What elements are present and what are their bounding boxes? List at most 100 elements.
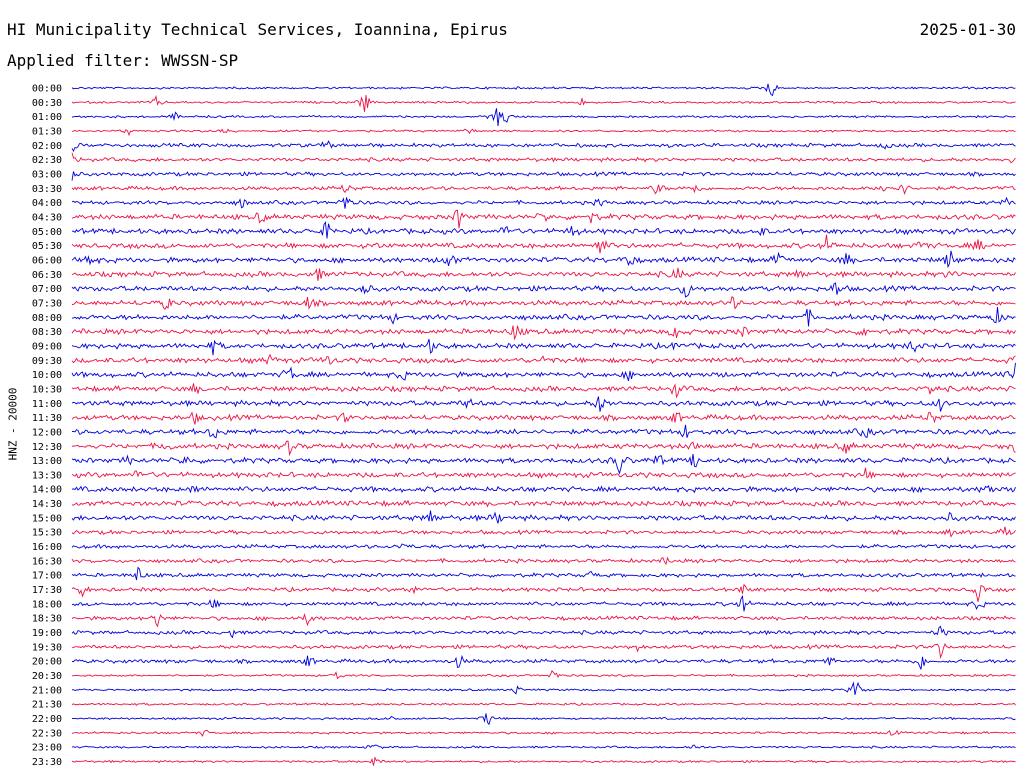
trace-line-1030 [71, 383, 1016, 399]
trace-line-0630 [71, 267, 1016, 281]
trace-line-2100 [71, 681, 1016, 695]
row-time-label: 14:00 [32, 485, 62, 496]
trace-line-1730 [71, 583, 1016, 602]
row-time-label: 15:30 [32, 528, 62, 539]
trace-line-0200 [71, 140, 1016, 153]
trace-line-1330 [71, 467, 1016, 480]
trace-line-0830 [71, 325, 1016, 341]
trace-line-0930 [71, 353, 1016, 366]
row-time-label: 10:30 [32, 384, 62, 395]
row-time-label: 21:30 [32, 700, 62, 711]
trace-line-2330 [71, 756, 1016, 766]
row-time-label: 16:00 [32, 542, 62, 553]
row-time-label: 06:00 [32, 255, 62, 266]
trace-line-0300 [71, 170, 1016, 181]
row-time-label: 10:00 [32, 370, 62, 381]
row-time-label: 04:00 [32, 198, 62, 209]
row-time-label: 18:00 [32, 599, 62, 610]
row-time-label: 22:00 [32, 714, 62, 725]
row-time-label: 21:00 [32, 685, 62, 696]
row-time-label: 22:30 [32, 728, 62, 739]
trace-line-2000 [71, 654, 1016, 670]
trace-line-0330 [71, 184, 1016, 196]
row-time-label: 20:00 [32, 657, 62, 668]
trace-line-0900 [71, 338, 1016, 356]
trace-line-1900 [71, 625, 1016, 639]
trace-line-2200 [71, 713, 1016, 726]
row-time-label: 01:30 [32, 126, 62, 137]
row-time-label: 05:30 [32, 241, 62, 252]
trace-line-2130 [71, 702, 1016, 706]
trace-line-1100 [71, 396, 1016, 412]
trace-line-2030 [71, 669, 1016, 680]
row-time-label: 17:30 [32, 585, 62, 596]
trace-line-1000 [71, 362, 1016, 381]
trace-line-1630 [71, 556, 1016, 566]
trace-line-0100 [71, 108, 1016, 126]
trace-line-0400 [71, 196, 1016, 209]
row-time-label: 12:00 [32, 427, 62, 438]
trace-line-1130 [71, 411, 1016, 425]
row-time-label: 00:00 [32, 84, 62, 95]
row-time-label: 03:00 [32, 169, 62, 180]
trace-line-1600 [71, 543, 1016, 550]
row-time-label: 01:00 [32, 112, 62, 123]
trace-line-1700 [71, 566, 1016, 581]
trace-line-0730 [71, 295, 1016, 311]
row-time-label: 19:30 [32, 642, 62, 653]
record-date: 2025-01-30 [919, 20, 1016, 39]
trace-line-0430 [71, 209, 1016, 229]
row-time-label: 06:30 [32, 270, 62, 281]
page-title: HI Municipality Technical Services, Ioan… [7, 20, 508, 39]
row-time-label: 17:00 [32, 571, 62, 582]
trace-line-0700 [71, 282, 1016, 298]
trace-line-1800 [71, 594, 1016, 612]
row-time-label: 16:30 [32, 556, 62, 567]
row-time-label: 08:00 [32, 313, 62, 324]
row-time-label: 00:30 [32, 98, 62, 109]
row-time-label: 08:30 [32, 327, 62, 338]
row-time-label: 23:00 [32, 743, 62, 754]
row-time-label: 14:30 [32, 499, 62, 510]
row-time-label: 04:30 [32, 212, 62, 223]
row-time-label: 07:30 [32, 298, 62, 309]
row-time-label: 03:30 [32, 184, 62, 195]
row-time-label: 09:30 [32, 356, 62, 367]
trace-line-0000 [71, 83, 1016, 97]
row-time-label: 23:30 [32, 757, 62, 768]
trace-line-0230 [71, 152, 1016, 164]
trace-line-1400 [71, 485, 1016, 494]
trace-line-1430 [72, 499, 1016, 508]
row-time-label: 07:00 [32, 284, 62, 295]
row-time-label: 02:00 [32, 141, 62, 152]
row-time-label: 09:00 [32, 341, 62, 352]
row-time-label: 02:30 [32, 155, 62, 166]
row-time-label: 15:00 [32, 513, 62, 524]
row-time-label: 18:30 [32, 614, 62, 625]
row-time-label: 19:00 [32, 628, 62, 639]
trace-line-1530 [71, 526, 1016, 538]
trace-line-0030 [71, 94, 1016, 112]
trace-line-1230 [71, 440, 1016, 457]
row-time-label: 13:30 [32, 470, 62, 481]
row-time-label: 11:30 [32, 413, 62, 424]
row-time-label: 11:00 [32, 399, 62, 410]
trace-line-1300 [71, 453, 1016, 475]
row-time-label: 12:30 [32, 442, 62, 453]
trace-line-2300 [71, 744, 1016, 750]
trace-line-0130 [71, 128, 1016, 137]
trace-line-0530 [71, 234, 1016, 254]
trace-line-1930 [71, 642, 1016, 660]
trace-line-1200 [71, 424, 1016, 439]
trace-line-1830 [71, 613, 1016, 628]
row-time-label: 13:00 [32, 456, 62, 467]
row-time-label: 05:00 [32, 227, 62, 238]
trace-line-0500 [71, 221, 1016, 239]
trace-line-1500 [71, 510, 1016, 524]
row-time-label: 20:30 [32, 671, 62, 682]
filter-label: Applied filter: WWSSN-SP [7, 51, 239, 70]
trace-line-0800 [71, 306, 1016, 327]
trace-line-0600 [71, 250, 1016, 269]
